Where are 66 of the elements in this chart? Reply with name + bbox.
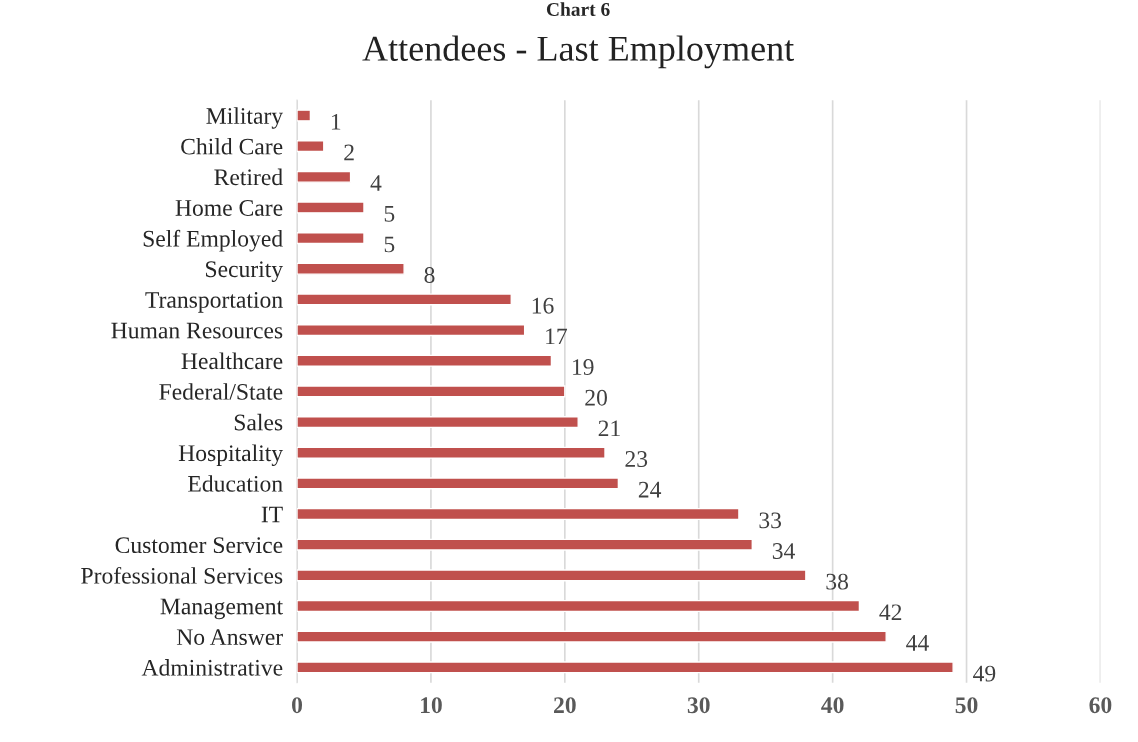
data-label: 17 [546,328,568,345]
chart-title: Attendees - Last Employment [362,35,794,69]
data-label: 38 [826,573,849,590]
data-label: 20 [585,389,607,406]
x-tick-label: 10 [421,697,442,714]
bar [297,140,325,153]
y-tick-label: Management [160,598,283,620]
data-label: 42 [879,604,902,621]
x-tick-label: 0 [292,697,303,714]
data-label: 1 [331,113,341,130]
data-label: 49 [973,665,996,682]
data-label: 4 [370,175,382,191]
data-label: 16 [532,297,554,314]
x-tick-label: 20 [554,697,576,714]
y-tick-label: IT [261,506,283,523]
data-label: 33 [759,512,782,529]
data-label: 8 [424,267,435,284]
bar [297,170,352,183]
x-tick-label: 60 [1089,697,1112,714]
x-tick-label: 40 [821,697,844,714]
y-tick-label: Human Resources [111,322,283,339]
bar [297,661,954,674]
x-tick-label: 50 [955,697,978,714]
y-tick-label: Security [206,261,284,283]
y-tick-label: Home Care [175,200,283,216]
data-label: 19 [572,359,594,375]
bar [297,262,405,275]
y-tick-label: Transportation [145,291,283,313]
data-label: 21 [598,420,620,437]
y-tick-label: Customer Service [115,537,283,554]
y-tick-label: Sales [234,413,283,431]
y-tick-label: Administrative [141,659,283,676]
data-label: 23 [625,451,648,467]
bar [297,109,312,122]
y-tick-label: Professional Services [81,566,283,584]
bar [297,446,606,459]
bar [297,232,365,245]
bar [297,385,566,398]
x-tick-label: 30 [687,697,710,714]
y-tick-label: Military [206,107,284,129]
data-label: 34 [772,543,795,559]
bar [297,599,861,613]
bar [297,201,365,214]
bar [297,507,740,521]
bar [297,569,807,582]
bar [297,354,553,367]
y-tick-label: Healthcare [181,352,283,370]
bar [297,293,512,306]
y-tick-label: Education [188,475,283,492]
bar [297,324,526,337]
y-tick-label: Federal/State [159,383,283,400]
data-label: 44 [906,635,929,651]
y-tick-label: No Answer [176,629,283,646]
y-tick-label: Hospitality [178,444,284,466]
data-label: 5 [384,206,395,222]
data-label: 24 [638,481,662,498]
bar [297,538,753,551]
y-tick-label: Retired [214,168,283,186]
data-label: 2 [344,144,354,161]
bar [297,416,579,429]
y-tick-label: Child Care [181,137,283,155]
data-label: 5 [384,236,395,253]
caption: Chart 6 [546,2,610,16]
bar [297,477,620,490]
bar [297,630,887,643]
y-tick-label: Self Employed [143,229,283,252]
